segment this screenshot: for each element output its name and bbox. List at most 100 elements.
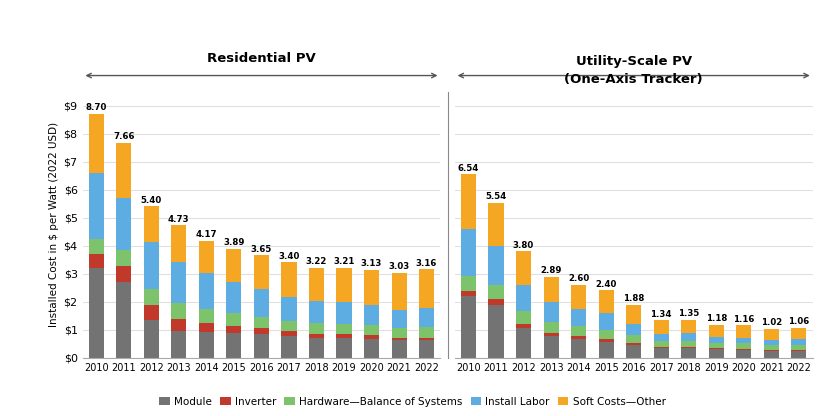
Text: 4.73: 4.73 <box>168 215 190 223</box>
Bar <box>419 327 434 337</box>
Text: 3.21: 3.21 <box>333 257 355 266</box>
Bar <box>516 328 531 358</box>
Bar <box>392 337 407 340</box>
Bar <box>89 254 104 268</box>
Bar <box>254 317 269 328</box>
Bar <box>116 266 131 282</box>
Text: 1.18: 1.18 <box>705 314 727 323</box>
Bar <box>764 329 779 340</box>
Bar <box>172 303 186 319</box>
Bar <box>488 246 503 285</box>
Bar <box>791 328 806 339</box>
Bar <box>337 337 351 358</box>
Bar <box>226 282 242 314</box>
Bar <box>116 250 131 266</box>
Bar <box>764 351 779 358</box>
Bar <box>488 305 503 358</box>
Bar <box>116 198 131 250</box>
Bar <box>709 348 724 349</box>
Bar <box>309 323 324 334</box>
Bar <box>599 314 614 330</box>
Text: 3.22: 3.22 <box>306 257 328 266</box>
Bar <box>337 324 351 334</box>
Bar <box>309 334 324 337</box>
Bar <box>544 336 559 358</box>
Bar <box>653 348 669 358</box>
Bar <box>571 336 587 339</box>
Bar <box>736 343 752 349</box>
Bar <box>764 340 779 345</box>
Bar <box>364 305 380 325</box>
Bar <box>571 326 587 336</box>
Text: 2.89: 2.89 <box>540 266 562 275</box>
Bar <box>116 282 131 358</box>
Text: 4.17: 4.17 <box>196 230 217 239</box>
Bar <box>681 320 696 333</box>
Bar <box>199 241 214 273</box>
Bar <box>144 320 159 358</box>
Bar <box>599 342 614 358</box>
Bar <box>681 341 696 347</box>
Bar <box>309 337 324 358</box>
Text: 8.70: 8.70 <box>86 103 107 112</box>
Bar <box>281 297 296 321</box>
Bar <box>764 345 779 349</box>
Bar <box>599 339 614 342</box>
Bar <box>571 285 587 309</box>
Bar <box>392 310 407 328</box>
Text: 5.54: 5.54 <box>485 192 507 201</box>
Bar <box>488 285 503 300</box>
Bar <box>681 348 696 358</box>
Bar <box>764 349 779 351</box>
Text: 1.88: 1.88 <box>623 295 644 303</box>
Bar <box>709 337 724 343</box>
Text: 2.60: 2.60 <box>568 274 589 283</box>
Bar <box>488 203 503 246</box>
Text: 1.34: 1.34 <box>650 310 672 319</box>
Bar <box>653 320 669 334</box>
Bar <box>199 323 214 332</box>
Bar <box>364 339 380 358</box>
Text: 1.06: 1.06 <box>788 317 809 327</box>
Bar <box>172 225 186 262</box>
Bar <box>419 337 434 340</box>
Bar <box>599 330 614 339</box>
Bar <box>392 328 407 337</box>
Bar <box>736 338 752 343</box>
Bar <box>626 345 641 358</box>
Bar <box>791 351 806 358</box>
Bar <box>254 289 269 317</box>
Bar <box>144 242 159 289</box>
Bar <box>653 334 669 341</box>
Bar <box>736 350 752 358</box>
Bar <box>419 340 434 358</box>
Bar <box>172 262 186 303</box>
Bar <box>337 268 351 302</box>
Text: Utility-Scale PV: Utility-Scale PV <box>576 54 691 67</box>
Bar <box>392 273 407 310</box>
Bar <box>626 324 641 335</box>
Bar <box>226 326 242 333</box>
Text: 1.35: 1.35 <box>678 309 700 318</box>
Bar <box>461 296 476 358</box>
Bar <box>144 305 159 320</box>
Bar <box>544 277 559 302</box>
Bar <box>309 302 324 323</box>
Y-axis label: Installed Cost in $ per Watt (2022 USD): Installed Cost in $ per Watt (2022 USD) <box>50 122 59 327</box>
Text: 1.02: 1.02 <box>761 319 782 327</box>
Bar <box>461 174 476 229</box>
Text: 2.40: 2.40 <box>596 280 617 289</box>
Bar <box>281 262 296 297</box>
Bar <box>516 311 531 324</box>
Bar <box>419 308 434 327</box>
Bar <box>89 173 104 240</box>
Bar <box>709 325 724 337</box>
Text: 7.66: 7.66 <box>113 132 134 141</box>
Bar <box>281 321 296 332</box>
Bar <box>226 333 242 358</box>
Bar <box>516 251 531 285</box>
Bar <box>144 289 159 305</box>
Bar <box>709 349 724 358</box>
Bar <box>571 339 587 358</box>
Bar <box>626 335 641 343</box>
